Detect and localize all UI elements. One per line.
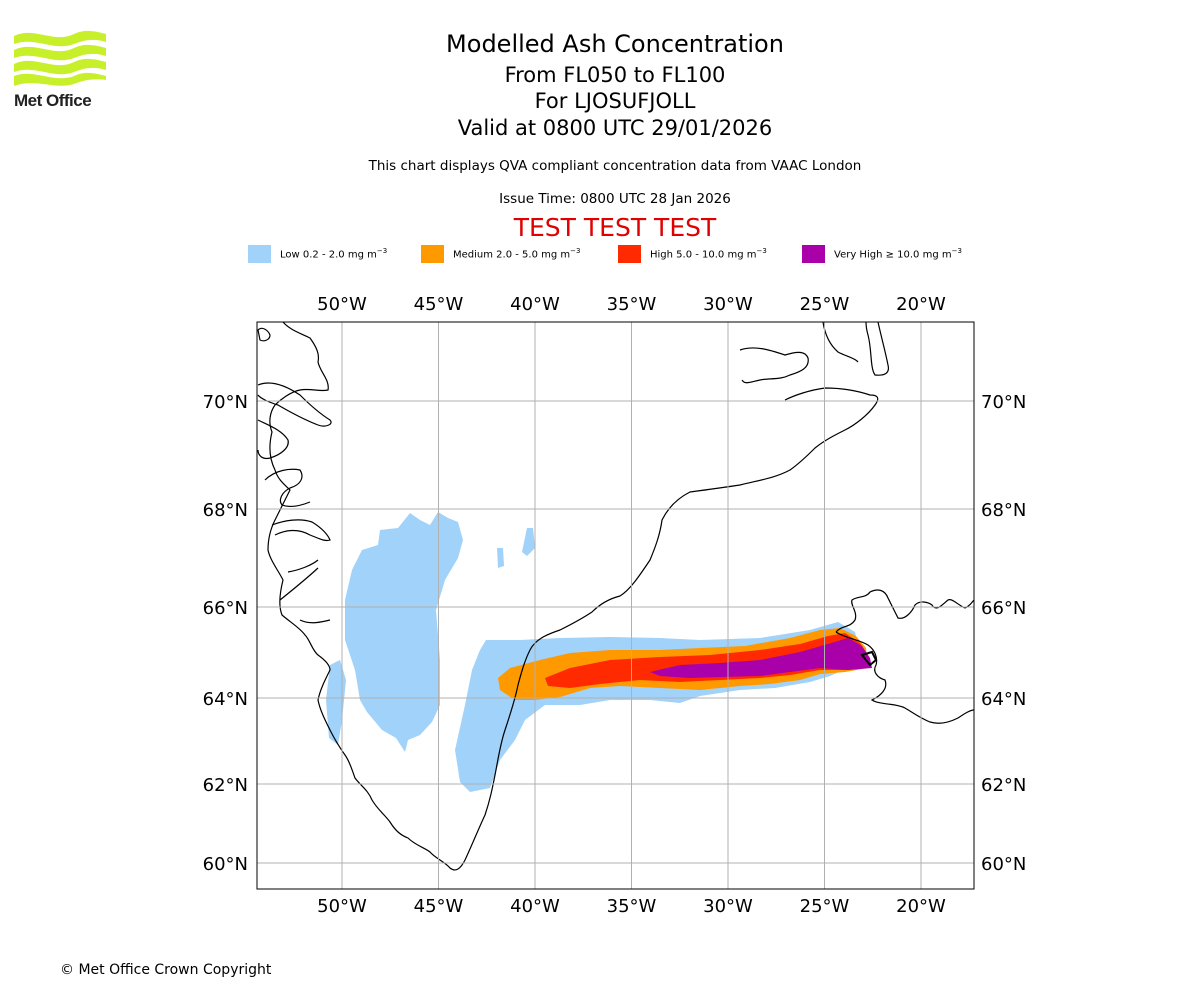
- legend-label-low: Low 0.2 - 2.0 mg m: [280, 249, 377, 261]
- lon-tick-label-top: 45°W: [414, 294, 464, 315]
- lon-tick-label-bottom: 35°W: [607, 896, 657, 917]
- lat-tick-label-right: 68°N: [981, 500, 1026, 521]
- ash-region-very-high: [650, 638, 872, 678]
- volcano-name: For LJOSUFJOLL: [534, 89, 696, 113]
- met-office-logo-icon: [14, 30, 106, 86]
- test-banner: TEST TEST TEST: [513, 213, 717, 242]
- lat-tick-label-left: 68°N: [203, 500, 248, 521]
- lat-tick-label-left: 60°N: [203, 854, 248, 875]
- lat-tick-label-left: 62°N: [203, 775, 248, 796]
- legend-item-high: High 5.0 - 10.0 mg m−3: [618, 244, 767, 264]
- coastlines: [257, 322, 890, 871]
- lon-tick-label-bottom: 40°W: [510, 896, 560, 917]
- flight-level-range: From FL050 to FL100: [504, 63, 726, 87]
- unit-exponent: −3: [756, 247, 767, 256]
- lon-tick-label-top: 35°W: [607, 294, 657, 315]
- lat-tick-label-left: 66°N: [203, 598, 248, 619]
- map-frame: [256, 321, 975, 890]
- legend-item-medium: Medium 2.0 - 5.0 mg m−3: [421, 244, 580, 264]
- unit-exponent: −3: [570, 247, 581, 256]
- lon-tick-label-bottom: 20°W: [896, 896, 946, 917]
- lat-tick-label-right: 70°N: [981, 392, 1026, 413]
- graticule: [257, 322, 974, 889]
- legend-swatch-low: [248, 245, 271, 263]
- valid-time: Valid at 0800 UTC 29/01/2026: [457, 116, 773, 140]
- lon-tick-label-bottom: 30°W: [703, 896, 753, 917]
- legend-item-very-high: Very High ≥ 10.0 mg m−3: [802, 244, 962, 264]
- lat-tick-label-right: 66°N: [981, 598, 1026, 619]
- met-office-wordmark: Met Office: [14, 91, 92, 110]
- iceland-coastline: [835, 589, 974, 724]
- legend-swatch-very-high: [802, 245, 825, 263]
- copyright-notice: © Met Office Crown Copyright: [60, 962, 272, 978]
- map-area: [257, 322, 974, 889]
- lon-tick-label-top: 20°W: [896, 294, 946, 315]
- chart-title: Modelled Ash Concentration: [446, 30, 784, 58]
- issue-time: Issue Time: 0800 UTC 28 Jan 2026: [499, 191, 731, 207]
- legend-swatch-high: [618, 245, 641, 263]
- lon-tick-label-bottom: 45°W: [414, 896, 464, 917]
- chart-subtitle: This chart displays QVA compliant concen…: [368, 158, 862, 174]
- lat-tick-label-left: 64°N: [203, 689, 248, 710]
- legend-label-medium: Medium 2.0 - 5.0 mg m: [453, 249, 571, 261]
- lon-tick-label-top: 40°W: [510, 294, 560, 315]
- lon-tick-label-bottom: 25°W: [800, 896, 850, 917]
- unit-exponent: −3: [376, 247, 388, 256]
- axis-tick-labels: 50°W 50°W 45°W 45°W 40°W 40°W 35°W 35°W 30°W 30°W…: [203, 294, 1027, 917]
- lon-tick-label-top: 25°W: [800, 294, 850, 315]
- unit-exponent: −3: [951, 247, 962, 256]
- ash-region-high: [545, 633, 870, 688]
- lat-tick-label-right: 62°N: [981, 775, 1026, 796]
- lon-tick-label-top: 30°W: [703, 294, 753, 315]
- greenland-west-coast: [267, 322, 879, 871]
- lat-tick-label-right: 60°N: [981, 854, 1026, 875]
- legend-label-high: High 5.0 - 10.0 mg m: [650, 249, 757, 261]
- legend-label-very-high: Very High ≥ 10.0 mg m: [834, 249, 952, 261]
- lat-tick-label-left: 70°N: [203, 392, 248, 413]
- legend-item-low: Low 0.2 - 2.0 mg m−3: [248, 244, 387, 264]
- lon-tick-label-bottom: 50°W: [317, 896, 367, 917]
- lat-tick-label-right: 64°N: [981, 689, 1026, 710]
- lon-tick-label-top: 50°W: [317, 294, 367, 315]
- legend-swatch-medium: [421, 245, 444, 263]
